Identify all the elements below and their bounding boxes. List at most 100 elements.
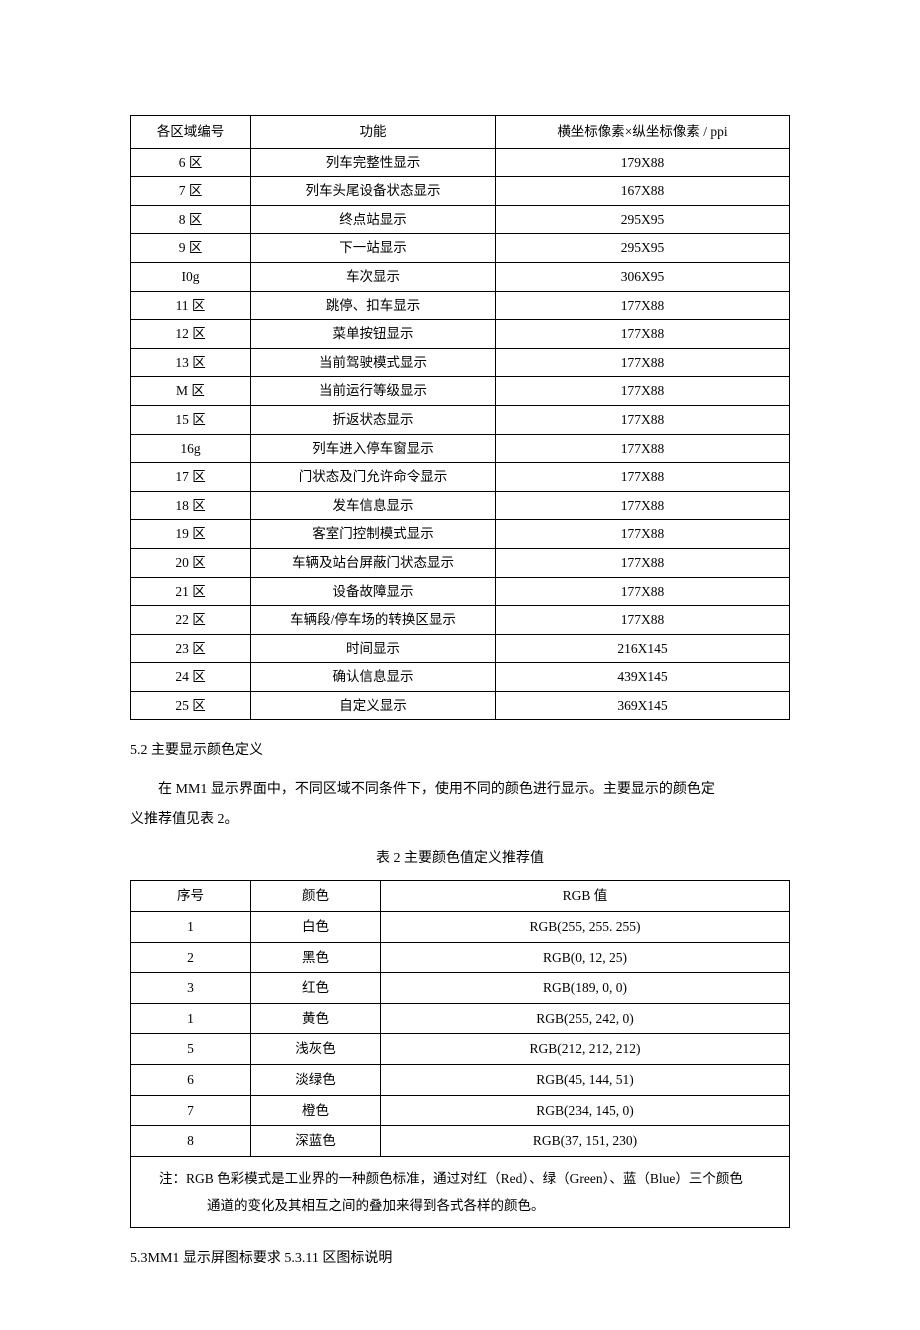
table-cell: 177X88 — [496, 348, 790, 377]
table-cell: 浅灰色 — [251, 1034, 381, 1065]
table-cell: 2 — [131, 942, 251, 973]
table-cell: RGB(0, 12, 25) — [381, 942, 790, 973]
table-cell: RGB(212, 212, 212) — [381, 1034, 790, 1065]
table-cell: 8 — [131, 1126, 251, 1157]
table-cell: 22 区 — [131, 606, 251, 635]
table-row: 12 区菜单按钮显示177X88 — [131, 320, 790, 349]
table-row: 8 区终点站显示295X95 — [131, 205, 790, 234]
table-cell: 6 — [131, 1065, 251, 1096]
table-cell: 216X145 — [496, 634, 790, 663]
table-row: 8深蓝色RGB(37, 151, 230) — [131, 1126, 790, 1157]
table-cell: 下一站显示 — [251, 234, 496, 263]
table-row: 7 区列车头尾设备状态显示167X88 — [131, 177, 790, 206]
table-cell: 车辆及站台屏蔽门状态显示 — [251, 548, 496, 577]
table-row: 13 区当前驾驶模式显示177X88 — [131, 348, 790, 377]
table2-note-line1: 注：RGB 色彩模式是工业界的一种颜色标准，通过对红（Red）、绿（Green）… — [159, 1171, 743, 1186]
table-cell: 177X88 — [496, 377, 790, 406]
table-cell: M 区 — [131, 377, 251, 406]
table2-note-line2: 通道的变化及其相互之间的叠加来得到各式各样的颜色。 — [159, 1192, 761, 1219]
section-heading-5-3: 5.3MM1 显示屏图标要求 5.3.11 区图标说明 — [130, 1248, 790, 1270]
table-cell: 369X145 — [496, 691, 790, 720]
table-cell: 15 区 — [131, 405, 251, 434]
table-row: 17 区门状态及门允许命令显示177X88 — [131, 463, 790, 492]
table-cell: 13 区 — [131, 348, 251, 377]
table-row: 11 区跳停、扣车显示177X88 — [131, 291, 790, 320]
table-row: 6 区列车完整性显示179X88 — [131, 148, 790, 177]
table-cell: 红色 — [251, 973, 381, 1004]
table-cell: 9 区 — [131, 234, 251, 263]
table-cell: 11 区 — [131, 291, 251, 320]
table-cell: 177X88 — [496, 320, 790, 349]
table-cell: 白色 — [251, 912, 381, 943]
table-row: 15 区折返状态显示177X88 — [131, 405, 790, 434]
table-row: 20 区车辆及站台屏蔽门状态显示177X88 — [131, 548, 790, 577]
table-cell: 淡绿色 — [251, 1065, 381, 1096]
table-cell: 橙色 — [251, 1095, 381, 1126]
table-cell: 20 区 — [131, 548, 251, 577]
table-cell: 8 区 — [131, 205, 251, 234]
table-cell: 21 区 — [131, 577, 251, 606]
table-cell: RGB(37, 151, 230) — [381, 1126, 790, 1157]
table-cell: 黑色 — [251, 942, 381, 973]
table-header-row: 各区域编号 功能 横坐标像素×纵坐标像素 / ppi — [131, 116, 790, 149]
table-cell: 295X95 — [496, 234, 790, 263]
table-cell: 跳停、扣车显示 — [251, 291, 496, 320]
table-cell: 时间显示 — [251, 634, 496, 663]
table-cell: 179X88 — [496, 148, 790, 177]
table-cell: 发车信息显示 — [251, 491, 496, 520]
table-row: 22 区车辆段/停车场的转换区显示177X88 — [131, 606, 790, 635]
table-cell: 菜单按钮显示 — [251, 320, 496, 349]
table-header-cell: 序号 — [131, 881, 251, 912]
table-cell: 当前驾驶模式显示 — [251, 348, 496, 377]
table-cell: 167X88 — [496, 177, 790, 206]
table-cell: 23 区 — [131, 634, 251, 663]
table-cell: 列车完整性显示 — [251, 148, 496, 177]
table2-note-row: 注：RGB 色彩模式是工业界的一种颜色标准，通过对红（Red）、绿（Green）… — [131, 1156, 790, 1227]
table-cell: 24 区 — [131, 663, 251, 692]
table-cell: 7 — [131, 1095, 251, 1126]
table-cell: 5 — [131, 1034, 251, 1065]
table-cell: 自定义显示 — [251, 691, 496, 720]
table-cell: 19 区 — [131, 520, 251, 549]
table-cell: 3 — [131, 973, 251, 1004]
table-cell: 车辆段/停车场的转换区显示 — [251, 606, 496, 635]
table-cell: 6 区 — [131, 148, 251, 177]
table-row: 1白色RGB(255, 255. 255) — [131, 912, 790, 943]
table-cell: 306X95 — [496, 262, 790, 291]
table-cell: 25 区 — [131, 691, 251, 720]
table-row: 7橙色RGB(234, 145, 0) — [131, 1095, 790, 1126]
table-cell: 177X88 — [496, 405, 790, 434]
table-row: 9 区下一站显示295X95 — [131, 234, 790, 263]
table-cell: RGB(255, 242, 0) — [381, 1003, 790, 1034]
color-definition-table: 序号 颜色 RGB 值 1白色RGB(255, 255. 255)2黑色RGB(… — [130, 880, 790, 1227]
section-heading-5-2: 5.2 主要显示颜色定义 — [130, 740, 790, 762]
table-cell: 295X95 — [496, 205, 790, 234]
table-cell: 18 区 — [131, 491, 251, 520]
table-header-cell: 颜色 — [251, 881, 381, 912]
table-row: 3红色RGB(189, 0, 0) — [131, 973, 790, 1004]
table-cell: 列车头尾设备状态显示 — [251, 177, 496, 206]
table-cell: RGB(45, 144, 51) — [381, 1065, 790, 1096]
table-row: 25 区自定义显示369X145 — [131, 691, 790, 720]
table-cell: 门状态及门允许命令显示 — [251, 463, 496, 492]
region-definition-table: 各区域编号 功能 横坐标像素×纵坐标像素 / ppi 6 区列车完整性显示179… — [130, 115, 790, 720]
table-row: 24 区确认信息显示439X145 — [131, 663, 790, 692]
table-cell: 16g — [131, 434, 251, 463]
table-row: 5浅灰色RGB(212, 212, 212) — [131, 1034, 790, 1065]
table-cell: RGB(255, 255. 255) — [381, 912, 790, 943]
section-5-2-paragraph-line2: 义推荐值见表 2。 — [130, 807, 790, 834]
table-cell: 车次显示 — [251, 262, 496, 291]
table-cell: 177X88 — [496, 463, 790, 492]
table-cell: RGB(189, 0, 0) — [381, 973, 790, 1004]
table-cell: 177X88 — [496, 577, 790, 606]
table-header-row: 序号 颜色 RGB 值 — [131, 881, 790, 912]
table-cell: 终点站显示 — [251, 205, 496, 234]
table-header-cell: 各区域编号 — [131, 116, 251, 149]
table-row: 6淡绿色RGB(45, 144, 51) — [131, 1065, 790, 1096]
table-cell: 1 — [131, 912, 251, 943]
section-5-2-paragraph-line1: 在 MM1 显示界面中，不同区域不同条件下，使用不同的颜色进行显示。主要显示的颜… — [130, 777, 790, 804]
table-cell: 折返状态显示 — [251, 405, 496, 434]
table-cell: 7 区 — [131, 177, 251, 206]
table-header-cell: RGB 值 — [381, 881, 790, 912]
table-row: 21 区设备故障显示177X88 — [131, 577, 790, 606]
